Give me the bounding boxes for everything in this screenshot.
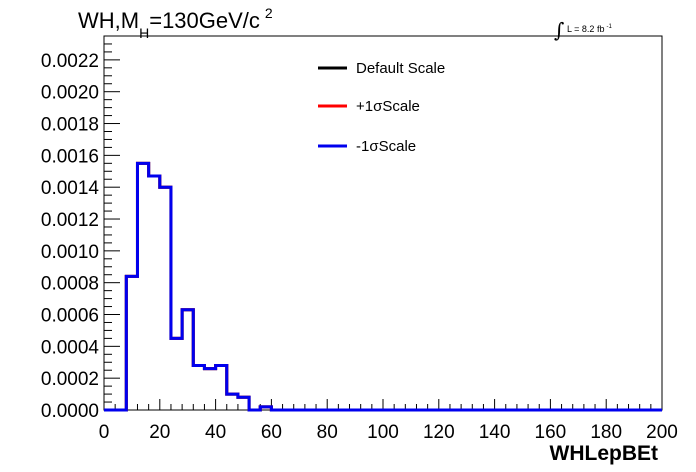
- x-tick-label: 120: [423, 422, 455, 443]
- legend-label: -1σScale: [356, 138, 416, 155]
- y-tick-label: 0.0012: [41, 210, 99, 231]
- title-superscript: 2: [265, 5, 273, 21]
- x-tick-label: 40: [205, 422, 226, 443]
- lumi-text: L = 8.2 fb: [567, 24, 604, 34]
- y-tick-label: 0.0002: [41, 369, 99, 390]
- y-tick-label: 0.0022: [41, 51, 99, 72]
- x-tick-label: 180: [590, 422, 622, 443]
- lumi-integral-icon: ∫: [554, 18, 564, 42]
- y-tick-label: 0.0014: [41, 178, 100, 199]
- y-tick-label: 0.0018: [41, 115, 99, 136]
- x-tick-label: 80: [317, 422, 338, 443]
- series-line-2: [104, 161, 662, 412]
- y-tick-label: 0.0004: [41, 337, 100, 358]
- series-line-0: [104, 161, 662, 412]
- y-tick-label: 0.0020: [41, 83, 99, 104]
- title-subscript: H: [139, 25, 149, 41]
- x-tick-label: 100: [367, 422, 399, 443]
- title-prefix: WH,M: [78, 8, 139, 33]
- y-tick-label: 0.0006: [41, 306, 99, 327]
- y-tick-label: 0.0010: [41, 242, 99, 263]
- x-tick-label: 140: [479, 422, 511, 443]
- x-tick-label: 60: [261, 422, 282, 443]
- x-tick-label: 160: [535, 422, 567, 443]
- y-tick-label: 0.0000: [41, 401, 99, 422]
- legend-label: +1σScale: [356, 98, 420, 115]
- y-tick-label: 0.0008: [41, 274, 99, 295]
- y-tick-label: 0.0016: [41, 146, 99, 167]
- x-axis: 0 20 40 60 80 100 120 140 160 180 200: [99, 399, 678, 443]
- series-layer: [104, 161, 662, 412]
- y-axis: 0.0000 0.0002 0.0004 0.0006 0.0008 0.0010 0.00…: [41, 35, 120, 422]
- x-tick-label: 20: [149, 422, 170, 443]
- x-tick-label: 200: [646, 422, 678, 443]
- lumi-superscript: -1: [606, 24, 612, 30]
- legend-label: Default Scale: [356, 60, 445, 77]
- x-axis-label: WHLepBEt: [550, 442, 659, 465]
- title-suffix: =130GeV/c: [149, 8, 260, 33]
- x-tick-label: 0: [99, 422, 110, 443]
- plot-frame: [103, 35, 663, 411]
- series-line-1: [104, 161, 662, 412]
- lumi-label: L = 8.2 fb -1: [567, 24, 612, 34]
- plot-title: WH,MH=130GeV/c 2: [78, 5, 273, 41]
- legend: Default Scale +1σScale -1σScale: [318, 60, 445, 155]
